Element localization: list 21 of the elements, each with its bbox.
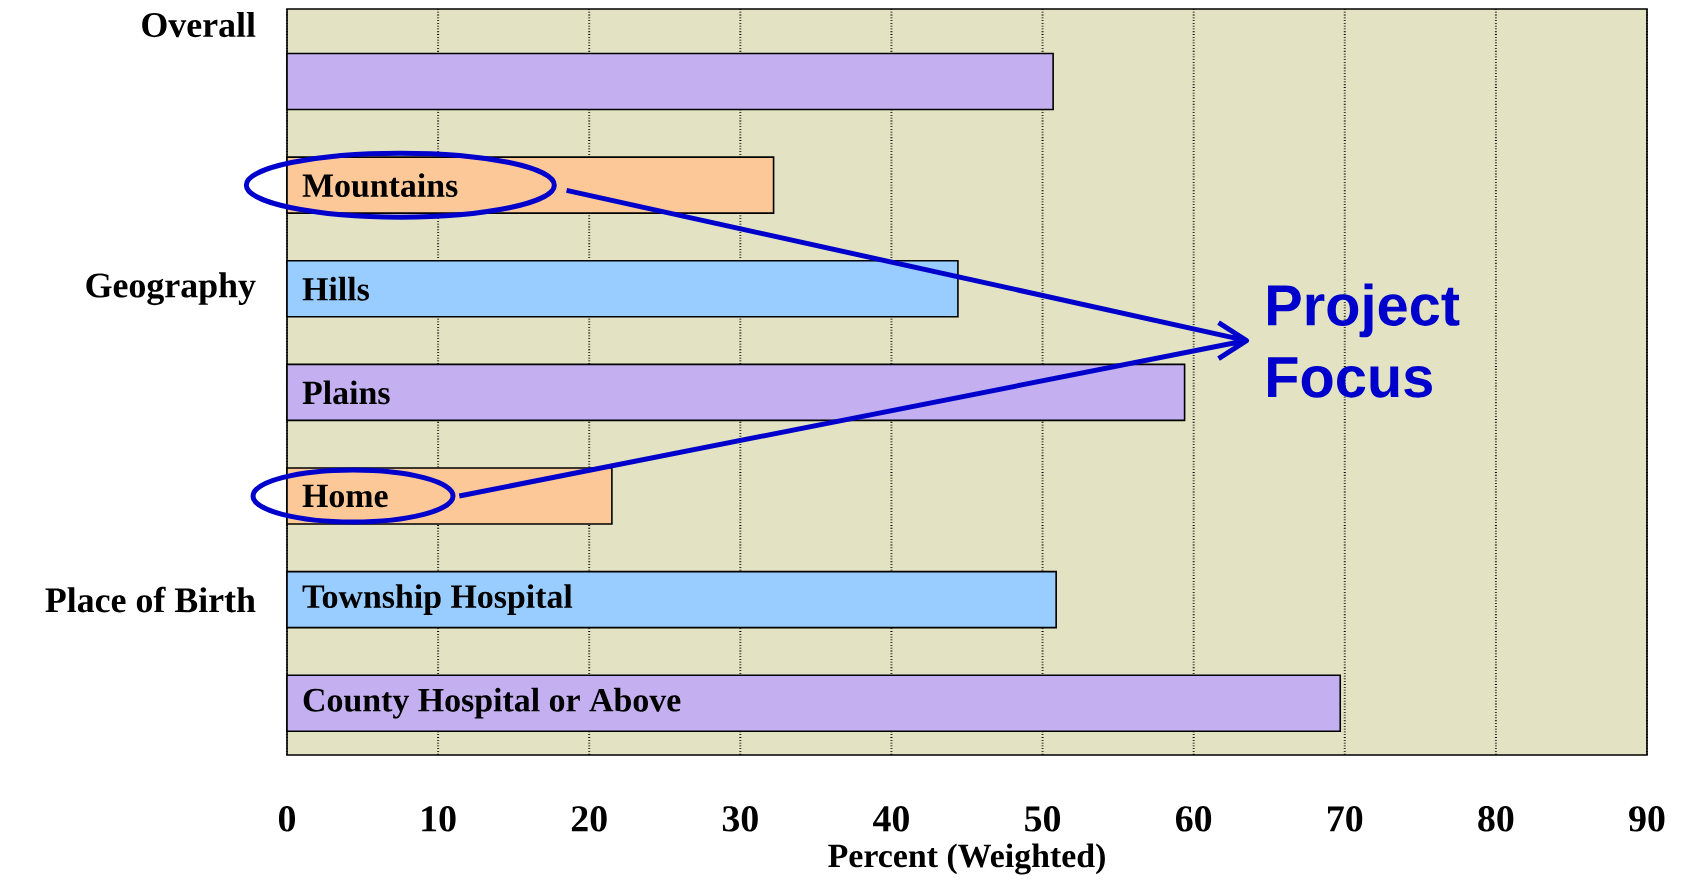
x-tick-label: 90 [1629,806,1665,832]
x-tick-label: 0 [278,806,295,832]
text: Geography [86,272,256,306]
x-tick-label: 10 [422,806,456,832]
x-tick-label: 50 [1025,806,1061,832]
y-tick-label: County Hospital or Above [303,687,681,719]
y-tick-label: Mountains [302,173,458,198]
y-tick-label: Township Hospital [302,584,573,615]
text: Place of Birth [45,586,256,613]
y-tick-label: Home [302,484,388,508]
x-tick-label: 20 [571,806,607,832]
y-tick-label: Plains [302,380,390,405]
x-tick-label: 80 [1478,806,1514,832]
x-tick-label: 70 [1328,806,1363,832]
x-axis-title: Percent (Weighted) [828,843,1105,875]
x-tick-label: 60 [1176,806,1212,832]
x-tick-label: 40 [873,806,909,832]
y-tick-label: Hills [302,276,369,301]
x-tick-label: 30 [722,806,758,832]
text: Overall [142,11,256,38]
annotation: Project Focus [1268,283,1460,398]
